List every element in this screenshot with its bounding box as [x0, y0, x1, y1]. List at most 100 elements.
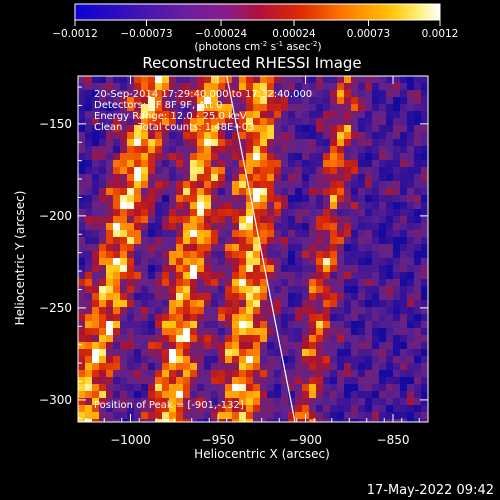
heatmap-cell: [190, 90, 197, 97]
limb-line: [226, 76, 296, 422]
heatmap-cell: [85, 216, 92, 223]
heatmap-cell: [337, 258, 344, 265]
heatmap-cell: [169, 405, 176, 412]
heatmap-cell: [134, 307, 141, 314]
heatmap-cell: [211, 202, 218, 209]
heatmap-cell: [414, 230, 421, 237]
heatmap-cell: [232, 328, 239, 335]
heatmap-cell: [197, 251, 204, 258]
heatmap-cell: [239, 279, 246, 286]
heatmap-cell: [141, 195, 148, 202]
heatmap-cell: [421, 188, 428, 195]
heatmap-cell: [358, 125, 365, 132]
heatmap-cell: [421, 111, 428, 118]
heatmap-cell: [393, 419, 400, 422]
heatmap-cell: [400, 272, 407, 279]
heatmap-cell: [260, 405, 267, 412]
heatmap-cell: [379, 125, 386, 132]
heatmap-cell: [169, 314, 176, 321]
heatmap-cell: [260, 83, 267, 90]
heatmap-cell: [330, 90, 337, 97]
heatmap-cell: [309, 419, 316, 422]
heatmap-cell: [358, 237, 365, 244]
heatmap-cell: [155, 244, 162, 251]
heatmap-cell: [183, 104, 190, 111]
heatmap-cell: [281, 188, 288, 195]
heatmap-cell: [113, 258, 120, 265]
heatmap-cell: [323, 139, 330, 146]
heatmap-cell: [267, 412, 274, 419]
heatmap-cell: [414, 90, 421, 97]
heatmap-cell: [176, 216, 183, 223]
heatmap-cell: [176, 307, 183, 314]
heatmap-cell: [344, 230, 351, 237]
heatmap-cell: [120, 363, 127, 370]
heatmap-cell: [372, 209, 379, 216]
heatmap-cell: [330, 349, 337, 356]
heatmap-cell: [85, 160, 92, 167]
heatmap-cell: [246, 174, 253, 181]
heatmap-cell: [239, 307, 246, 314]
heatmap-cell: [330, 398, 337, 405]
heatmap-cell: [253, 279, 260, 286]
heatmap-cell: [260, 419, 267, 422]
heatmap-cell: [120, 202, 127, 209]
heatmap-cell: [155, 237, 162, 244]
heatmap-cell: [246, 356, 253, 363]
heatmap-cell: [344, 314, 351, 321]
heatmap-cell: [204, 104, 211, 111]
heatmap-cell: [183, 216, 190, 223]
heatmap-cell: [323, 111, 330, 118]
heatmap-cell: [393, 300, 400, 307]
heatmap-cell: [302, 188, 309, 195]
heatmap-cell: [134, 370, 141, 377]
heatmap-cell: [358, 97, 365, 104]
heatmap-cell: [155, 391, 162, 398]
heatmap-cell: [386, 370, 393, 377]
heatmap-cell: [141, 160, 148, 167]
heatmap-cell: [288, 258, 295, 265]
heatmap-cell: [253, 202, 260, 209]
heatmap-cell: [421, 300, 428, 307]
heatmap-cell: [120, 370, 127, 377]
heatmap-cell: [162, 370, 169, 377]
heatmap-cell: [260, 132, 267, 139]
heatmap-cell: [288, 132, 295, 139]
heatmap-cell: [379, 314, 386, 321]
heatmap-cell: [204, 419, 211, 422]
heatmap-cell: [407, 405, 414, 412]
heatmap-cell: [197, 398, 204, 405]
heatmap-cell: [351, 111, 358, 118]
heatmap-cell: [106, 328, 113, 335]
heatmap-cell: [379, 83, 386, 90]
heatmap-cell: [330, 377, 337, 384]
heatmap-cell: [288, 160, 295, 167]
heatmap-cell: [288, 391, 295, 398]
heatmap-cell: [197, 342, 204, 349]
heatmap-cell: [92, 118, 99, 125]
heatmap-cell: [260, 342, 267, 349]
heatmap-cell: [260, 398, 267, 405]
heatmap-cell: [190, 265, 197, 272]
heatmap-cell: [421, 209, 428, 216]
heatmap-cell: [218, 160, 225, 167]
heatmap-cell: [274, 321, 281, 328]
heatmap-cell: [358, 209, 365, 216]
heatmap-cell: [155, 349, 162, 356]
heatmap-cell: [281, 251, 288, 258]
heatmap-cell: [421, 307, 428, 314]
heatmap-cell: [120, 111, 127, 118]
heatmap-cell: [400, 419, 407, 422]
heatmap-cell: [351, 370, 358, 377]
heatmap-cell: [400, 125, 407, 132]
heatmap-cell: [372, 118, 379, 125]
heatmap-cell: [120, 230, 127, 237]
heatmap-cell: [176, 223, 183, 230]
heatmap-cell: [176, 272, 183, 279]
heatmap-cell: [295, 398, 302, 405]
heatmap-cell: [253, 132, 260, 139]
heatmap-cell: [330, 314, 337, 321]
heatmap-cell: [155, 335, 162, 342]
heatmap-cell: [141, 83, 148, 90]
heatmap-cell: [176, 111, 183, 118]
